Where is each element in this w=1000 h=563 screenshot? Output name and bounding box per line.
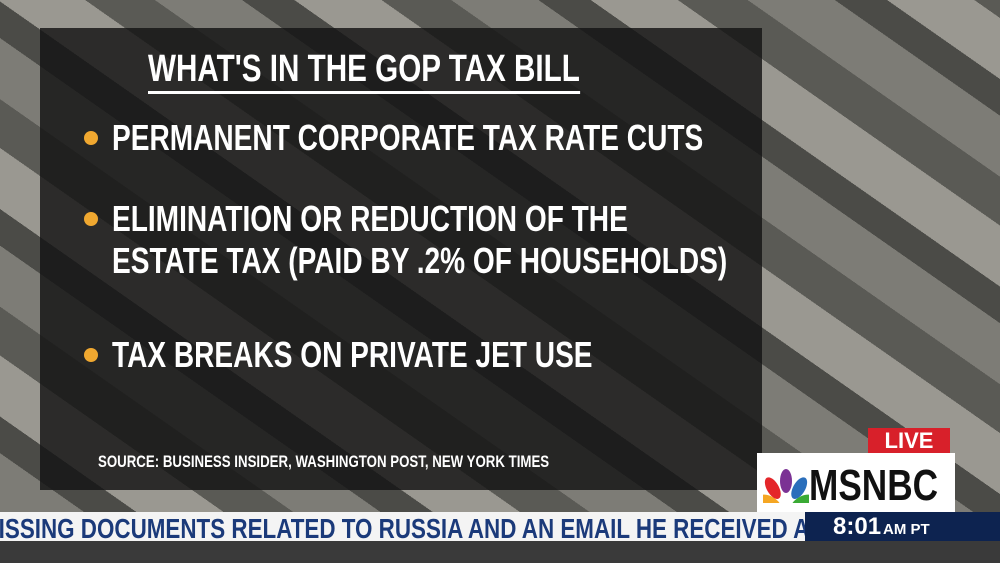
clock-zone: AM PT bbox=[883, 521, 930, 538]
ticker-bar: MISSING DOCUMENTS RELATED TO RUSSIA AND … bbox=[0, 512, 805, 541]
bottom-strip bbox=[0, 541, 1000, 563]
network-logo: MSNBC bbox=[757, 453, 955, 512]
clock: 8:01 AM PT bbox=[805, 512, 1000, 541]
ticker-text: MISSING DOCUMENTS RELATED TO RUSSIA AND … bbox=[0, 513, 805, 541]
bullet-text: PERMANENT CORPORATE TAX RATE CUTS bbox=[112, 117, 704, 158]
bullet-text: ELIMINATION OR REDUCTION OF THE ESTATE T… bbox=[112, 198, 728, 281]
bullet-text: TAX BREAKS ON PRIVATE JET USE bbox=[112, 334, 593, 375]
live-badge: LIVE bbox=[868, 428, 950, 453]
network-name: MSNBC bbox=[809, 461, 939, 510]
source: SOURCE: BUSINESS INSIDER, WASHINGTON POS… bbox=[98, 452, 550, 471]
graphic-panel bbox=[40, 28, 762, 490]
graphic-title: WHAT'S IN THE GOP TAX BILL bbox=[148, 48, 580, 94]
peacock-icon bbox=[763, 469, 809, 503]
clock-time: 8:01 bbox=[833, 513, 882, 540]
